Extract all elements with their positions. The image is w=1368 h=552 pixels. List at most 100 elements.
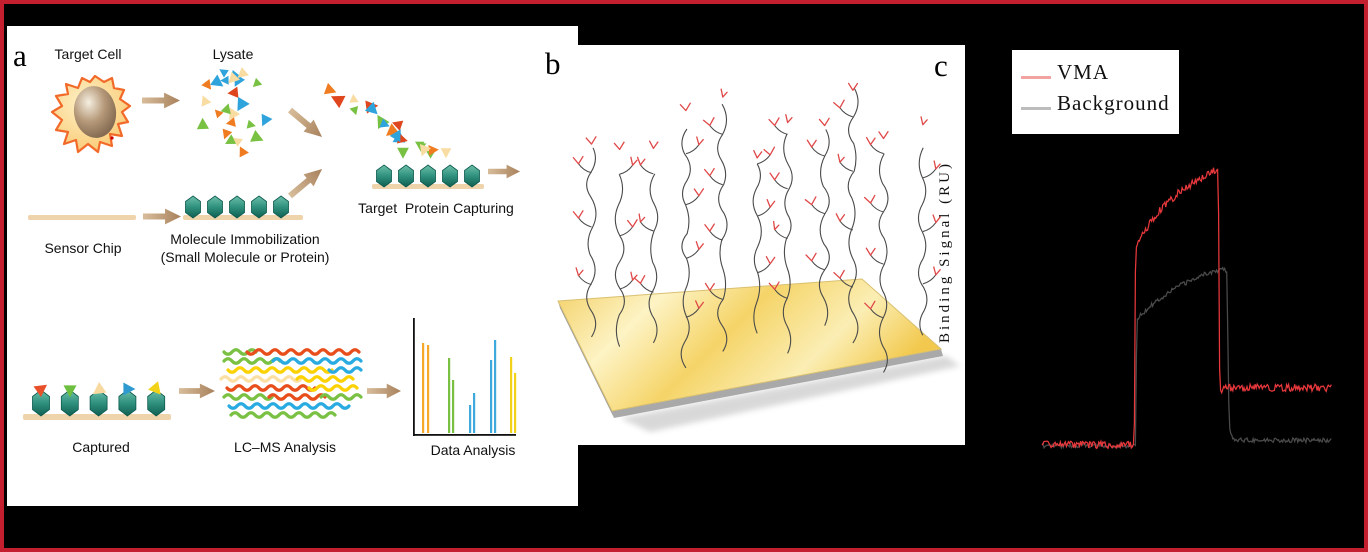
lysate-triangle (201, 95, 212, 107)
cascade-triangle (397, 147, 409, 159)
captured-triangle (63, 385, 77, 398)
capturing-cascade (323, 82, 452, 159)
immobilized-molecule-hexagon (442, 164, 458, 188)
chip-edge (612, 349, 943, 418)
peptide-wave (271, 357, 363, 365)
strand-branch (757, 154, 771, 165)
probe-fork (833, 99, 845, 109)
immobilized-molecule-hexagon (118, 389, 137, 417)
strand-branch (811, 204, 825, 215)
series-line-background (1041, 266, 1332, 450)
strand-branch (709, 230, 723, 241)
immobilized-molecule-hexagon (464, 164, 480, 188)
lysate-triangle (246, 119, 256, 129)
peptide-wave (222, 357, 282, 365)
probe-fork (702, 117, 715, 127)
probe-fork (753, 149, 763, 159)
probe-fork (704, 223, 715, 232)
lysate-triangle (214, 109, 224, 119)
probe-fork (785, 114, 793, 124)
lysate-triangle (210, 74, 224, 87)
probe-fork (636, 156, 646, 166)
probe-fork (695, 300, 704, 309)
peptide-wave (222, 393, 274, 401)
immobilized-molecule-hexagon (398, 164, 414, 188)
probe-fork (835, 213, 846, 222)
peptide-wave (267, 393, 327, 401)
caption-data-analysis: Data Analysis (430, 442, 516, 458)
peptide-wave (295, 375, 355, 383)
caption-lysate: Lysate (212, 46, 254, 62)
probe-fork (633, 274, 646, 284)
probe-fork (932, 214, 941, 224)
probe-fork (696, 136, 704, 146)
spectrum-bar (448, 358, 451, 433)
strand-branch (774, 179, 788, 190)
probe-fork (805, 252, 817, 262)
caption-captured: Captured (72, 439, 130, 455)
strand-branch (774, 229, 788, 240)
peptide-wave (245, 348, 361, 356)
strand-branch (578, 275, 592, 286)
polymer-strand (847, 87, 859, 344)
sensor-chip-line (183, 215, 303, 220)
binding-signal-axis-label: Binding Signal (RU) (937, 161, 953, 344)
caption-target-cell: Target Cell (54, 46, 122, 62)
sensor-chip-line (28, 215, 136, 220)
probe-fork (864, 300, 876, 310)
polymer-strand (680, 128, 691, 369)
strand-branch (922, 222, 937, 233)
gold-chip-surface (557, 278, 943, 412)
strand-branch (839, 161, 854, 172)
peptide-wave (327, 366, 363, 374)
legend-label-vma: VMA (1057, 60, 1110, 84)
spectrum-bar (473, 393, 476, 433)
probe-fork (613, 141, 625, 151)
probe-fork (630, 156, 638, 166)
immobilized-molecule-hexagon (32, 389, 50, 417)
immobilized-molecule-hexagon (420, 164, 436, 188)
panel-a-letter: a (13, 38, 27, 73)
lysate-triangle (229, 107, 241, 121)
probe-fork (572, 210, 584, 219)
immobilized-molecule-hexagon (207, 195, 223, 219)
probe-fork (703, 167, 715, 177)
immobilized-molecule-hexagon (251, 195, 267, 219)
hexagon-rows (32, 164, 480, 417)
lysate-triangle (222, 128, 233, 140)
probe-fork (772, 220, 780, 231)
polymer-strand (614, 173, 625, 347)
sensor-chip-line (23, 414, 171, 420)
probe-fork (865, 247, 876, 256)
polymer-strand (717, 103, 728, 352)
caption-capturing: Target Protein Capturing (358, 200, 514, 216)
strand-branch (757, 206, 771, 217)
strand-branch (709, 175, 723, 186)
strand-branch (870, 254, 884, 265)
strand-branch (811, 260, 825, 271)
captured-triangle (92, 382, 107, 395)
probe-fork (769, 172, 780, 181)
polymer-strand (752, 163, 762, 334)
immobilized-molecule-hexagon (273, 195, 289, 219)
probe-fork (804, 196, 817, 206)
strand-branch (870, 144, 884, 155)
lysate-triangle (239, 146, 249, 158)
polymer-strand (878, 153, 889, 373)
strand-branch (757, 263, 771, 274)
strand-branch (774, 289, 788, 299)
peptide-wave (227, 402, 351, 410)
peptide-wave (307, 384, 359, 392)
probe-fork (575, 267, 584, 277)
probe-fork (837, 153, 845, 163)
cascade-triangle (440, 148, 452, 159)
spectrum-bar (427, 345, 430, 433)
sensorgram (1041, 167, 1332, 450)
polymer-strand (782, 134, 793, 354)
strand-branch (922, 274, 937, 285)
probe-fork (763, 146, 776, 156)
lysate-triangle (227, 86, 239, 98)
cascade-triangle (392, 120, 404, 131)
cascade-triangle (323, 82, 337, 95)
spectrum-bar (510, 357, 513, 433)
